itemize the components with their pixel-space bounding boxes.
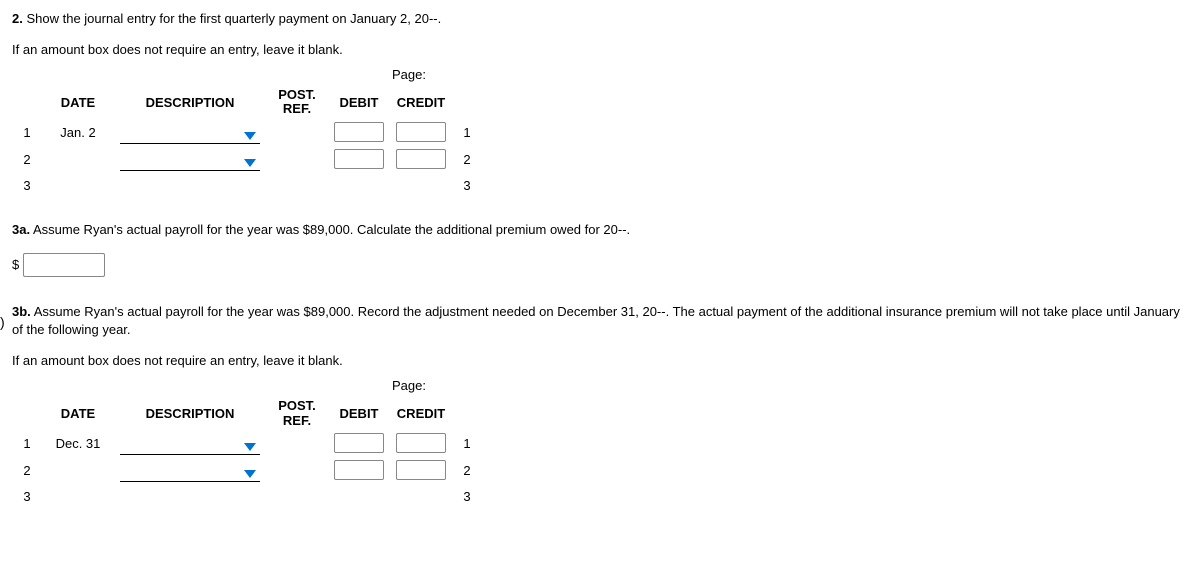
row-num-r: 2 — [452, 457, 482, 484]
chevron-down-icon — [244, 470, 256, 478]
q2-page-label: Page: — [12, 67, 1188, 82]
description-dropdown[interactable] — [120, 432, 260, 455]
col-credit: CREDIT — [390, 397, 452, 430]
debit-input[interactable] — [334, 433, 384, 453]
table-row: 2 2 — [12, 457, 482, 484]
q3b-page-label: Page: — [12, 378, 1188, 393]
col-debit: DEBIT — [328, 86, 390, 119]
col-postref: POST. REF. — [266, 86, 328, 119]
q3b-journal-table: DATE DESCRIPTION POST. REF. DEBIT CREDIT… — [12, 397, 482, 510]
col-desc: DESCRIPTION — [114, 397, 266, 430]
col-desc: DESCRIPTION — [114, 86, 266, 119]
credit-input[interactable] — [396, 433, 446, 453]
edge-paren: ) — [0, 314, 5, 330]
chevron-down-icon — [244, 159, 256, 167]
row-num: 2 — [12, 457, 42, 484]
table-row: 2 2 — [12, 146, 482, 173]
description-dropdown[interactable] — [120, 121, 260, 144]
premium-input[interactable] — [23, 253, 105, 277]
q2-journal-table: DATE DESCRIPTION POST. REF. DEBIT CREDIT… — [12, 86, 482, 199]
q3a-text: Assume Ryan's actual payroll for the yea… — [33, 222, 630, 237]
description-dropdown[interactable] — [120, 148, 260, 171]
col-date: DATE — [42, 397, 114, 430]
q2-number: 2. — [12, 11, 23, 26]
credit-input[interactable] — [396, 460, 446, 480]
row-num-r: 3 — [452, 173, 482, 199]
date-cell: Jan. 2 — [42, 119, 114, 146]
row-num: 2 — [12, 146, 42, 173]
chevron-down-icon — [244, 132, 256, 140]
col-postref: POST. REF. — [266, 397, 328, 430]
debit-input[interactable] — [334, 460, 384, 480]
q2-hint: If an amount box does not require an ent… — [12, 42, 1188, 57]
row-num: 3 — [12, 173, 42, 199]
q3b-text: Assume Ryan's actual payroll for the yea… — [12, 304, 1180, 337]
q3a-answer-row: $ — [12, 253, 1188, 277]
header-row: DATE DESCRIPTION POST. REF. DEBIT CREDIT — [12, 86, 482, 119]
table-row: 1 Jan. 2 1 — [12, 119, 482, 146]
row-num-r: 2 — [452, 146, 482, 173]
q3b-number: 3b. — [12, 304, 31, 319]
table-row: 1 Dec. 31 1 — [12, 430, 482, 457]
chevron-down-icon — [244, 443, 256, 451]
col-credit: CREDIT — [390, 86, 452, 119]
row-num-r: 1 — [452, 430, 482, 457]
q3a-prompt: 3a. Assume Ryan's actual payroll for the… — [12, 221, 1188, 239]
q3b-prompt: 3b. Assume Ryan's actual payroll for the… — [12, 303, 1188, 339]
description-dropdown[interactable] — [120, 459, 260, 482]
col-date: DATE — [42, 86, 114, 119]
table-row: 3 3 — [12, 484, 482, 510]
table-row: 3 3 — [12, 173, 482, 199]
credit-input[interactable] — [396, 122, 446, 142]
col-debit: DEBIT — [328, 397, 390, 430]
debit-input[interactable] — [334, 122, 384, 142]
q3b-hint: If an amount box does not require an ent… — [12, 353, 1188, 368]
dollar-sign: $ — [12, 257, 19, 272]
row-num-r: 1 — [452, 119, 482, 146]
header-row: DATE DESCRIPTION POST. REF. DEBIT CREDIT — [12, 397, 482, 430]
debit-input[interactable] — [334, 149, 384, 169]
row-num: 3 — [12, 484, 42, 510]
date-cell: Dec. 31 — [42, 430, 114, 457]
row-num: 1 — [12, 430, 42, 457]
row-num-r: 3 — [452, 484, 482, 510]
q3a-number: 3a. — [12, 222, 30, 237]
row-num: 1 — [12, 119, 42, 146]
credit-input[interactable] — [396, 149, 446, 169]
q2-prompt: 2. Show the journal entry for the first … — [12, 10, 1188, 28]
q2-text: Show the journal entry for the first qua… — [26, 11, 441, 26]
